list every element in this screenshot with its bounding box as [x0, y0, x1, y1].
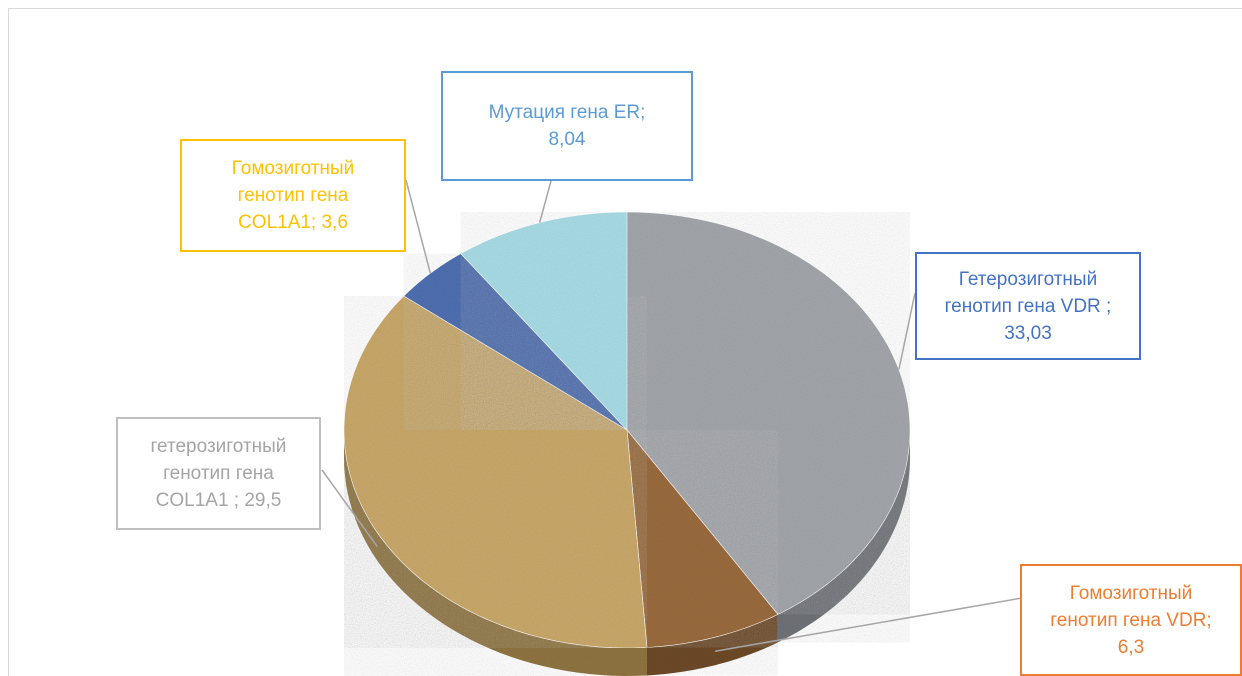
- slice-col1a1-heterozygous-leader-line: [321, 469, 378, 548]
- slice-col1a1-homozygous-leader-line: [405, 179, 432, 274]
- slice-col1a1-heterozygous-side: [344, 430, 647, 676]
- slice-vdr-homozygous-side: [647, 614, 778, 676]
- slice-col1a1-heterozygous: [343, 295, 648, 649]
- slice-er-mutation-leader-line: [538, 180, 552, 223]
- data-label-col1a1-heterozygous: гетерозиготный генотип гена COL1A1 ; 29,…: [116, 417, 321, 530]
- data-label-col1a1-homozygous: Гомозиготный генотип гена COL1A1; 3,6: [180, 139, 406, 252]
- slice-vdr-heterozygous-leader-line: [898, 292, 916, 370]
- chart-area: [8, 8, 1242, 676]
- data-label-vdr-homozygous: Гомозиготный генотип гена VDR; 6,3: [1020, 564, 1242, 676]
- data-label-vdr-heterozygous: Гетерозиготный генотип гена VDR ; 33,03: [915, 252, 1141, 360]
- slice-vdr-homozygous-leader-line: [714, 597, 1023, 652]
- slice-vdr-homozygous: [626, 429, 779, 648]
- data-label-er-mutation: Мутация гена ER; 8,04: [441, 71, 693, 181]
- slice-vdr-heterozygous-side: [777, 430, 910, 643]
